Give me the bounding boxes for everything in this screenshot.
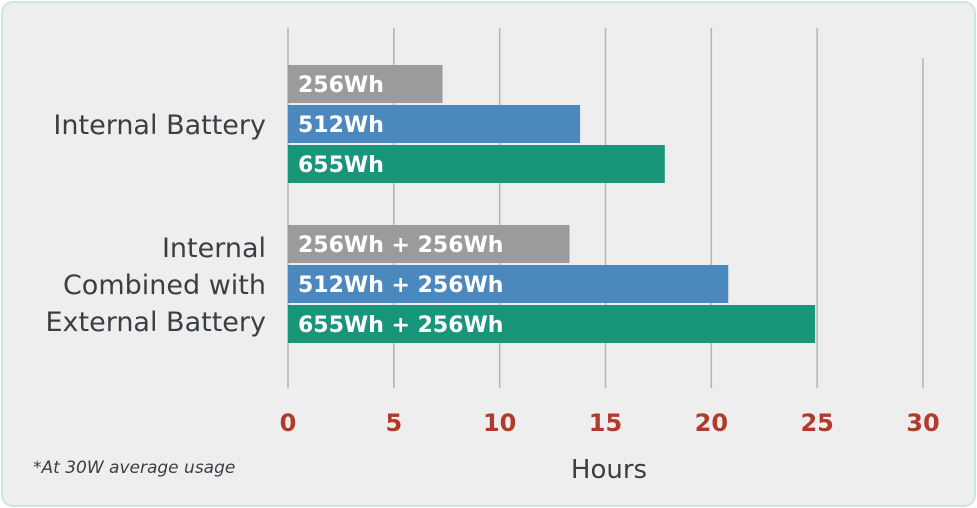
x-tick-label: 15 — [589, 409, 622, 437]
bar — [288, 225, 570, 263]
bar — [288, 65, 443, 103]
bar-label: 256Wh + 256Wh — [298, 233, 503, 258]
bar-label: 256Wh — [298, 73, 384, 98]
category-label: Internal — [162, 233, 266, 264]
bar — [288, 305, 816, 343]
x-tick-label: 30 — [906, 409, 939, 437]
bar-label: 655Wh — [298, 153, 384, 178]
bar-chart: 256Wh 512Wh 655Wh 256Wh + 256Wh 512Wh + 256W… — [33, 28, 940, 485]
bars: 256Wh 512Wh 655Wh 256Wh + 256Wh 512Wh + 256W… — [288, 65, 816, 343]
x-tick-label: 25 — [800, 409, 833, 437]
category-label: Internal Battery — [53, 110, 266, 141]
x-tick-label: 10 — [483, 409, 516, 437]
bar-label: 512Wh — [298, 113, 384, 138]
x-tick-label: 20 — [695, 409, 728, 437]
bar — [288, 145, 665, 183]
footnote: *At 30W average usage — [33, 458, 235, 478]
x-tick-label: 5 — [385, 409, 402, 437]
x-tick-label: 0 — [280, 409, 297, 437]
x-tick-labels: 0 5 10 15 20 25 30 — [280, 409, 940, 437]
bar — [288, 105, 581, 143]
bar-label: 655Wh + 256Wh — [298, 313, 503, 338]
category-label: External Battery — [45, 307, 266, 338]
x-axis-title: Hours — [571, 455, 647, 485]
category-labels: Internal Battery Internal Combined with Ext… — [45, 110, 266, 338]
bar-label: 512Wh + 256Wh — [298, 273, 503, 298]
bar — [288, 265, 729, 303]
category-label: Combined with — [63, 270, 266, 301]
